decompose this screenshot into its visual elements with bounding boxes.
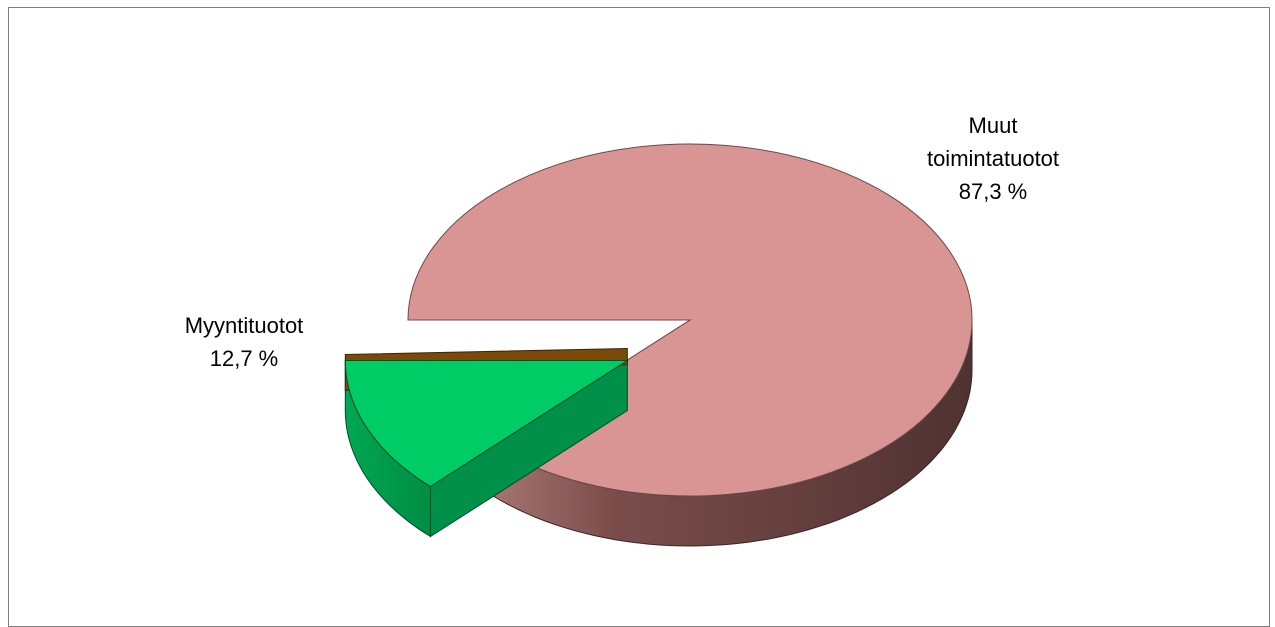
slice-value-myyntituotot: 12,7 % [210,346,279,371]
pie-slice-muut [407,143,973,497]
slice-label-muut-line1: Muut [969,113,1018,138]
pie-slice-myyntituotot [344,359,630,488]
slice-value-muut: 87,3 % [959,179,1028,204]
slice-label-myyntituotot: Myyntituotot [185,313,304,338]
slice-label-muut-line2: toimintatuotot [927,146,1059,171]
